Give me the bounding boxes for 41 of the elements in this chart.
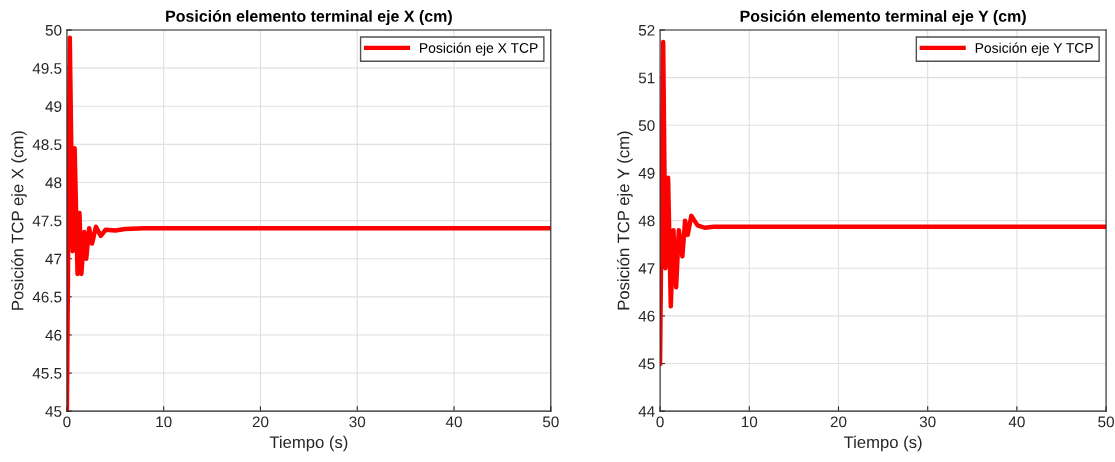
x-axis-title: Tiempo (s): [843, 435, 922, 452]
y-tick-label: 47: [638, 263, 655, 274]
y-tick-label: 48: [638, 215, 655, 227]
y-tick-label: 45: [638, 358, 655, 370]
y-tick-label: 50: [45, 24, 62, 36]
x-tick-label: 40: [445, 416, 462, 428]
y-tick-label: 49: [638, 167, 655, 179]
line-series: [660, 39, 1107, 366]
x-tick-label: 10: [156, 416, 172, 428]
y-tick-label: 50: [638, 120, 655, 131]
y-tick-label: 47.5: [32, 215, 62, 227]
y-tick-label: 46: [638, 310, 655, 322]
x-tick-label: 50: [542, 416, 559, 428]
y-tick-label: 48: [45, 177, 62, 189]
x-tick-label: 40: [1008, 416, 1025, 428]
y-tick-label: 49.5: [32, 63, 62, 74]
x-axis-title: Tiempo (s): [269, 435, 348, 452]
legend-label: Posición eje Y TCP: [975, 42, 1093, 56]
x-tick-label: 10: [741, 416, 758, 428]
x-tick-label: 0: [63, 416, 71, 428]
x-tick-label: 0: [656, 416, 664, 428]
x-tick-label: 20: [830, 416, 847, 428]
x-tick-label: 30: [349, 416, 366, 428]
y-tick-label: 45.5: [32, 368, 62, 379]
y-tick-label: 46: [45, 329, 62, 341]
y-axis-title: Posición TCP eje X (cm): [11, 131, 27, 310]
y-tick-label: 45: [45, 406, 62, 417]
y-tick-label: 51: [638, 72, 655, 84]
y-tick-label: 49: [45, 101, 62, 112]
y-tick-label: 46.5: [32, 291, 62, 303]
y-tick-label: 52: [638, 24, 655, 36]
x-tick-label: 30: [919, 416, 936, 428]
chart-title: Posición elemento terminal eje X (cm): [166, 9, 452, 26]
y-tick-label: 48.5: [32, 139, 62, 151]
chart-title: Posición elemento terminal eje Y (cm): [740, 9, 1026, 26]
y-axis-title: Posición TCP eje Y (cm): [616, 131, 633, 310]
x-tick-label: 50: [1098, 416, 1114, 428]
x-tick-label: 20: [252, 416, 269, 428]
y-tick-label: 44: [638, 406, 655, 417]
y-tick-label: 47: [45, 253, 62, 265]
legend-label: Posición eje X TCP: [420, 42, 538, 56]
